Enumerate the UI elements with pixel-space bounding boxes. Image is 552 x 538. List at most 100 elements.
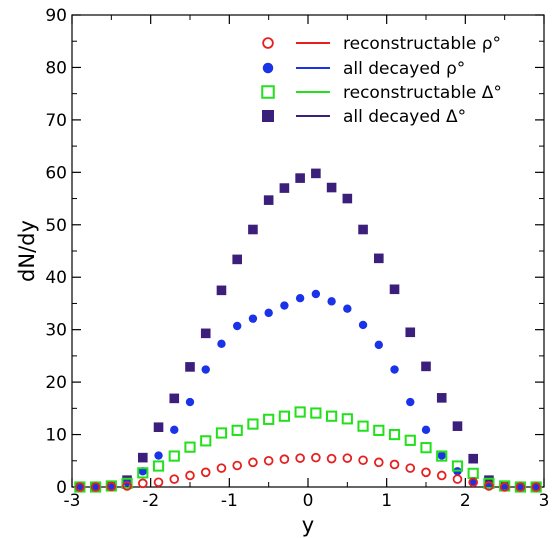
y-tick-label: 40 [45, 268, 67, 288]
data-point-open-circle [75, 482, 85, 492]
data-point-filled-square [216, 285, 227, 296]
x-tick-label: 0 [303, 491, 314, 511]
data-point-open-square [263, 413, 275, 425]
data-point-filled-circle [91, 482, 100, 492]
data-point-open-square [483, 477, 495, 489]
data-point-open-circle [311, 452, 321, 463]
y-tick-label: 60 [45, 163, 67, 183]
data-point-open-circle [232, 460, 243, 471]
legend: reconstructable ρ° all decayed ρ° reconstr… [261, 34, 502, 127]
data-point-filled-circle [201, 365, 210, 374]
data-point-open-square [467, 467, 479, 479]
x-tick-label: 2 [460, 491, 471, 511]
data-point-open-circle [185, 470, 195, 481]
data-point-filled-square [295, 173, 305, 183]
legend-label: reconstructable ρ° [343, 34, 501, 54]
data-point-open-square [247, 418, 259, 430]
data-point-open-circle [153, 477, 164, 488]
x-tick-label: 1 [381, 491, 392, 511]
data-point-filled-circle [75, 482, 85, 492]
legend-marker [261, 85, 275, 99]
data-point-open-circle [122, 481, 132, 491]
data-point-open-square [215, 427, 228, 439]
data-point-filled-circle [343, 304, 352, 313]
data-point-open-circle [90, 482, 101, 492]
data-point-filled-circle [516, 482, 525, 492]
data-point-filled-square [436, 393, 447, 403]
data-point-open-square [152, 460, 165, 472]
data-point-filled-square [311, 168, 321, 179]
y-tick-label: 50 [45, 216, 67, 236]
data-point-filled-square [169, 393, 180, 404]
data-point-open-circle [515, 482, 526, 492]
legend-marker [262, 62, 274, 74]
data-point-filled-square [389, 284, 400, 295]
data-point-open-circle [389, 459, 400, 470]
y-axis-label: dN/dy [15, 220, 39, 282]
data-point-open-square [231, 424, 243, 436]
data-point-open-square [137, 467, 149, 479]
y-tick-label: 70 [45, 111, 67, 131]
data-point-filled-circle [233, 321, 242, 331]
data-point-open-square [294, 406, 306, 418]
data-point-open-square [200, 435, 212, 447]
data-point-filled-circle [327, 297, 336, 306]
y-tick-label: 10 [45, 426, 67, 446]
data-point-open-square [357, 420, 369, 432]
data-point-filled-square [326, 182, 337, 193]
y-tick-label: 90 [45, 6, 67, 26]
data-point-filled-square [200, 328, 211, 339]
data-point-filled-circle [469, 478, 478, 487]
data-point-open-circle [484, 481, 494, 491]
data-point-open-square [121, 477, 133, 489]
data-point-filled-circle [295, 294, 305, 303]
y-tick-label: 30 [45, 321, 67, 341]
data-point-filled-square [452, 421, 463, 431]
data-point-filled-square [342, 193, 353, 204]
data-point-filled-square [374, 253, 384, 264]
data-point-filled-circle [248, 314, 258, 323]
legend-label: all decayed ρ° [343, 59, 465, 79]
legend-label: all decayed Δ° [343, 107, 466, 127]
x-tick-label: 3 [539, 491, 550, 511]
data-point-filled-circle [406, 397, 415, 407]
data-point-filled-circle [358, 320, 368, 330]
data-point-open-square [451, 460, 464, 472]
data-point-filled-circle [264, 308, 273, 318]
data-point-open-circle [531, 482, 541, 492]
data-point-open-circle [405, 463, 416, 473]
data-point-filled-square [248, 224, 258, 235]
y-tick-label: 20 [45, 373, 67, 393]
data-point-open-circle [326, 453, 337, 464]
data-point-open-square [388, 428, 401, 441]
data-point-filled-circle [437, 451, 446, 460]
data-point-open-circle [138, 478, 148, 489]
data-point-open-square [436, 450, 448, 462]
data-point-open-circle [468, 477, 479, 488]
data-point-filled-circle [311, 289, 321, 299]
data-point-filled-circle [421, 425, 431, 435]
data-point-filled-circle [280, 301, 289, 310]
data-point-open-circle [169, 474, 180, 484]
data-point-open-square [373, 424, 385, 436]
data-point-open-square [310, 407, 322, 419]
data-point-open-square [168, 450, 180, 462]
data-point-filled-circle [374, 340, 383, 350]
legend-marker [262, 110, 274, 122]
data-point-open-circle [106, 481, 117, 492]
data-point-filled-circle [107, 482, 116, 491]
x-tick-label: -2 [142, 491, 159, 511]
data-point-open-square [184, 441, 196, 453]
data-point-open-square [404, 434, 416, 446]
data-point-open-circle [263, 455, 274, 466]
data-point-open-circle [436, 470, 447, 481]
x-tick-label: -1 [221, 491, 238, 511]
data-point-filled-circle [217, 339, 226, 349]
legend-label: reconstructable Δ° [343, 83, 502, 103]
data-point-open-circle [279, 454, 290, 465]
data-marks [74, 168, 542, 493]
x-tick-label: -3 [64, 491, 81, 511]
axis-ticks [71, 14, 545, 488]
data-point-filled-square [232, 254, 242, 265]
data-point-filled-square [153, 422, 164, 433]
